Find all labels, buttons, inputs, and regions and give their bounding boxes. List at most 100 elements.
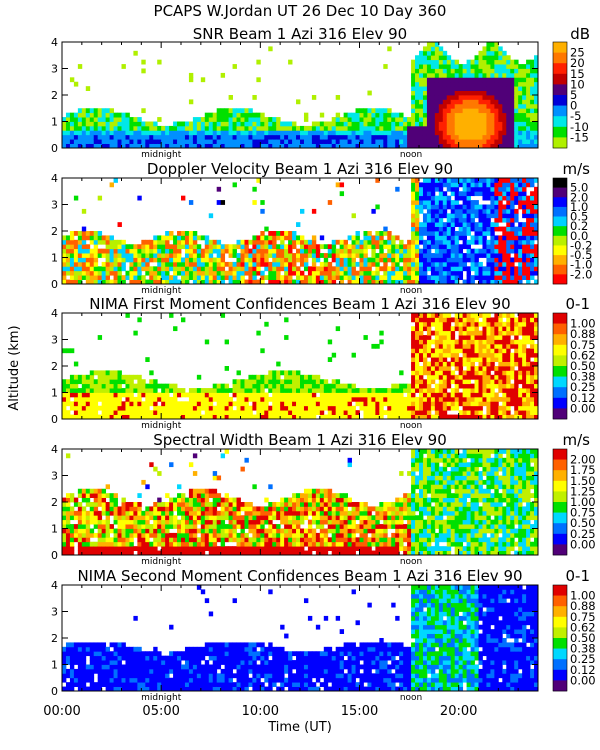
heatmap-cell [530,379,535,385]
heatmap-cell [327,339,333,345]
heatmap-cell [506,321,511,327]
heatmap-cell [363,235,368,241]
heatmap-cell [415,208,420,214]
heatmap-cell [518,326,523,332]
heatmap-cell [411,343,416,349]
heatmap-cell [450,90,456,96]
heatmap-cell [276,383,281,389]
heatmap-cell [482,374,487,380]
heatmap-cell [490,208,495,214]
heatmap-cell [383,121,388,127]
heatmap-cell [264,275,269,280]
heatmap-cell [518,182,523,188]
heatmap-cell [391,253,396,258]
heatmap-cell [97,231,103,236]
heatmap-cell [236,134,241,140]
heatmap-cell [486,182,491,188]
heatmap-cell [268,244,273,250]
heatmap-cell [514,143,519,149]
heatmap-cell [359,253,364,258]
heatmap-cell [73,532,79,538]
heatmap-cell [522,239,527,245]
heatmap-cell [426,321,432,327]
heatmap-cell [252,383,257,389]
heatmap-cell [478,370,483,376]
heatmap-cell [77,121,83,127]
heatmap-cell [458,217,464,223]
heatmap-cell [260,117,265,122]
heatmap-cell [506,410,511,415]
heatmap-cell [434,405,440,411]
heatmap-cell [498,125,503,131]
heatmap-cell [93,497,99,503]
heatmap-cell [335,388,341,393]
heatmap-cell [454,396,460,402]
heatmap-cell [502,178,507,183]
heatmap-cell [490,379,495,385]
heatmap-cell [395,186,400,192]
heatmap-cell [498,191,503,197]
heatmap-cell [153,139,158,144]
heatmap-cell [450,130,456,136]
heatmap-cell [522,134,527,140]
heatmap-cell [426,108,432,114]
heatmap-cell [268,388,273,393]
heatmap-cell [426,374,432,380]
heatmap-cell [62,261,67,267]
heatmap-cell [395,248,400,254]
heatmap-cell [165,388,170,393]
heatmap-cell [438,248,444,254]
heatmap-cell [454,103,460,109]
heatmap-cell [415,143,420,149]
heatmap-cell [367,235,372,241]
heatmap-cell [442,95,448,100]
heatmap-cell [347,270,352,276]
heatmap-cell [426,383,432,389]
heatmap-cell [430,130,436,136]
heatmap-cell [415,186,420,192]
heatmap-cell [77,515,83,521]
heatmap-cell [355,235,360,241]
heatmap-cell [482,99,487,105]
heatmap-cell [129,383,134,389]
heatmap-cell [526,239,531,245]
heatmap-cell [145,125,150,131]
heatmap-cell [173,401,178,407]
heatmap-cell [260,257,265,263]
heatmap-cell [502,77,507,83]
heatmap-cell [482,248,487,254]
heatmap-cell [288,392,293,398]
heatmap-cell [77,279,83,285]
heatmap-cell [101,379,107,385]
heatmap-cell [252,275,257,280]
heatmap-cell [69,537,75,543]
heatmap-cell [323,405,329,411]
heatmap-cell [482,95,487,100]
heatmap-cell [426,266,432,272]
heatmap-cell [407,266,412,272]
heatmap-cell [97,396,103,402]
heatmap-cell [280,383,285,389]
heatmap-cell [494,95,499,100]
heatmap-cell [85,546,91,551]
heatmap-cell [109,139,114,144]
heatmap-cell [141,121,146,127]
heatmap-cell [407,261,412,267]
heatmap-cell [514,410,519,415]
heatmap-cell [77,248,83,254]
heatmap-cell [415,108,420,114]
heatmap-cell [534,326,539,332]
heatmap-cell [518,357,523,362]
heatmap-cell [426,231,432,236]
heatmap-cell [371,244,376,250]
heatmap-cell [355,121,360,127]
heatmap-cell [307,270,313,276]
heatmap-cell [292,266,297,272]
heatmap-cell [442,313,448,318]
heatmap-cell [403,143,408,149]
heatmap-cell [526,248,531,254]
heatmap-cell [303,248,309,254]
heatmap-cell [391,270,396,276]
heatmap-cell [200,121,206,127]
heatmap-cell [379,231,384,236]
